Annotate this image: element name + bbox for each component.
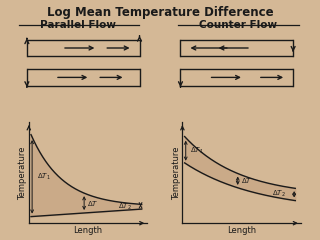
Text: Counter Flow: Counter Flow	[199, 20, 277, 30]
Text: Log Mean Temperature Difference: Log Mean Temperature Difference	[47, 6, 273, 19]
Text: $\Delta T$: $\Delta T$	[241, 176, 252, 185]
Text: $\Delta T$: $\Delta T$	[87, 198, 99, 208]
Text: $\Delta T_1$: $\Delta T_1$	[36, 172, 50, 182]
X-axis label: Length: Length	[73, 226, 103, 235]
X-axis label: Length: Length	[227, 226, 256, 235]
Y-axis label: Temperature: Temperature	[19, 146, 28, 199]
Text: $\Delta T_1$: $\Delta T_1$	[190, 146, 204, 156]
Text: $\Delta T_2$: $\Delta T_2$	[272, 189, 286, 199]
Text: Parallel Flow: Parallel Flow	[40, 20, 116, 30]
Text: $\Delta T_2$: $\Delta T_2$	[118, 202, 132, 212]
Y-axis label: Temperature: Temperature	[172, 146, 181, 199]
